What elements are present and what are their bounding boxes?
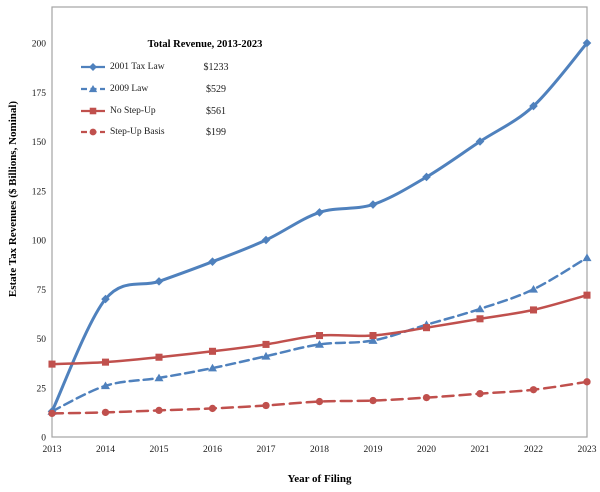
series-line-no-step-up <box>50 293 589 366</box>
y-tick-label: 100 <box>32 237 47 247</box>
x-tick-label: 2020 <box>417 445 436 455</box>
y-tick-label: 0 <box>41 434 46 444</box>
x-tick-label: 2022 <box>524 445 543 455</box>
y-tick-label: 125 <box>32 187 47 197</box>
series-markers-2001-tax-law <box>47 38 592 416</box>
x-tick-label: 2023 <box>578 445 597 455</box>
x-tick-label: 2013 <box>43 445 62 455</box>
series-line-2009-law <box>50 256 589 413</box>
series-line-2001-tax-law <box>50 41 589 413</box>
x-tick-label: 2021 <box>471 445 490 455</box>
x-tick-label: 2015 <box>150 445 169 455</box>
y-tick-label: 75 <box>37 286 47 296</box>
plot-border <box>51 6 588 438</box>
series-markers-step-up-basis <box>48 378 591 418</box>
x-axis-title: Year of Filing <box>287 473 352 485</box>
series-line-step-up-basis <box>50 380 589 415</box>
x-tick-label: 2014 <box>96 445 115 455</box>
y-tick-label: 200 <box>32 40 47 50</box>
series-markers-no-step-up <box>48 291 591 368</box>
y-tick-label: 150 <box>32 138 47 148</box>
y-tick-label: 50 <box>37 335 47 345</box>
y-tick-label: 175 <box>32 89 47 99</box>
y-tick-label: 25 <box>37 384 47 394</box>
x-tick-label: 2017 <box>257 445 276 455</box>
x-tick-label: 2016 <box>203 445 222 455</box>
y-axis-title: Estate Tax Revenues ($ Billions, Nominal… <box>7 100 19 298</box>
x-tick-label: 2019 <box>364 445 383 455</box>
x-tick-label: 2018 <box>310 445 329 455</box>
